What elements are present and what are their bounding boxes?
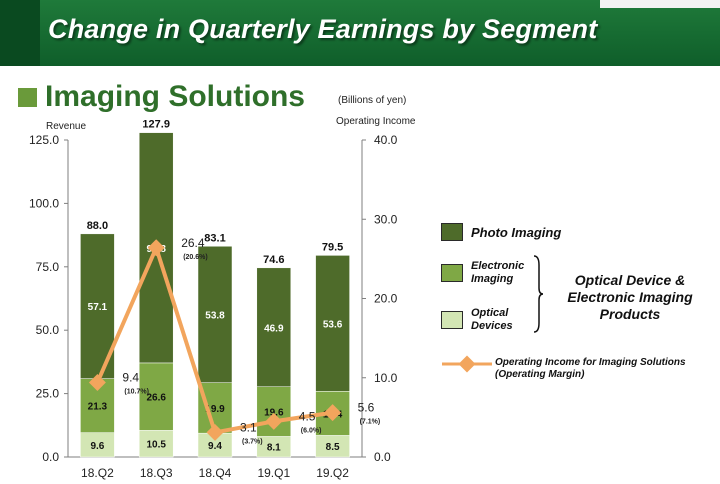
operating-margin-label: (7.1%): [360, 419, 381, 426]
y-tick-label-left: 0.0: [42, 450, 59, 464]
operating-income-point: [206, 423, 224, 441]
bar-segment-photo-imaging: [315, 255, 350, 392]
legend-optical-swatch: [441, 311, 463, 329]
banner-corner: [600, 0, 720, 8]
bar-segment-optical-devices: [80, 432, 115, 458]
y-tick-label-right: 10.0: [374, 371, 398, 385]
x-tick-label: 18.Q4: [199, 466, 232, 480]
operating-income-label: 3.1: [240, 420, 257, 434]
operating-income-point: [147, 239, 165, 257]
data-label: 57.1: [88, 302, 108, 313]
section-heading: Imaging Solutions: [18, 80, 305, 114]
units-label: (Billions of yen): [338, 95, 407, 106]
bar-segment-photo-imaging: [197, 246, 233, 383]
data-label: 21.3: [88, 402, 108, 413]
legend-group-label: Optical Device & Electronic Imaging Prod…: [567, 272, 693, 322]
bar-total-label: 74.6: [263, 254, 284, 266]
y-tick-label-right: 30.0: [374, 212, 398, 226]
legend-electronic-label: Electronic Imaging: [471, 260, 525, 285]
title-banner: Change in Quarterly Earnings by Segment: [0, 0, 720, 66]
bar-segment-photo-imaging: [256, 267, 292, 388]
y-axis-title-left: Revenue: [46, 121, 86, 132]
data-label: 46.9: [264, 323, 284, 334]
legend-photo-label: Photo Imaging: [471, 224, 562, 240]
data-label: 9.6: [90, 441, 104, 452]
slide-title: Change in Quarterly Earnings by Segment: [48, 14, 598, 44]
y-axis-title-right: Operating Income: [336, 116, 416, 127]
data-label: 9.4: [208, 441, 222, 452]
section-square-icon: [18, 87, 37, 107]
operating-margin-label: (20.6%): [183, 254, 208, 261]
bar-total-label: 79.5: [322, 241, 343, 253]
section-title: Imaging Solutions: [45, 80, 305, 113]
legend-optical: Optical Devices: [441, 307, 531, 333]
operating-income-point: [88, 374, 106, 391]
operating-margin-label: (10.7%): [124, 389, 149, 396]
data-label: 53.6: [323, 319, 343, 330]
operating-margin-label: (3.7%): [242, 438, 263, 445]
legend-electronic-swatch: [441, 264, 463, 282]
data-label: 8.5: [326, 442, 340, 453]
banner-stripe: [0, 0, 40, 66]
legend-photo: Photo Imaging: [441, 223, 561, 241]
operating-income-label: 5.6: [358, 401, 375, 415]
y-tick-label-left: 100.0: [29, 196, 59, 210]
legend-operating-income-label: Operating Income for Imaging Solutions (…: [495, 357, 686, 380]
y-tick-label-left: 25.0: [36, 387, 60, 401]
legend-optical-label: Optical Devices: [471, 307, 513, 332]
data-label: 53.8: [205, 310, 225, 321]
bar-segment-electronic-imaging: [138, 362, 174, 431]
legend-photo-swatch: [441, 223, 463, 241]
data-label: 19.9: [205, 404, 225, 415]
y-tick-label-right: 0.0: [374, 450, 391, 464]
bar-total-label: 127.9: [142, 119, 170, 131]
legend-electronic: Electronic Imaging: [441, 260, 541, 286]
bar-total-label: 88.0: [87, 220, 108, 232]
data-label: 10.5: [146, 440, 166, 451]
x-tick-label: 19.Q1: [257, 466, 290, 480]
y-tick-label-left: 75.0: [36, 260, 60, 274]
operating-income-point: [265, 412, 283, 430]
data-label: 26.6: [146, 393, 166, 404]
data-label: 8.1: [267, 443, 281, 454]
y-tick-label-right: 40.0: [374, 133, 398, 147]
operating-income-point: [324, 404, 342, 422]
operating-margin-label: (6.0%): [301, 427, 322, 434]
bar-total-label: 83.1: [204, 232, 225, 244]
operating-income-label: 26.4: [181, 236, 205, 250]
legend-bracket: [533, 255, 543, 333]
y-tick-label-right: 20.0: [374, 292, 398, 306]
y-tick-label-left: 50.0: [36, 323, 60, 337]
x-tick-label: 19.Q2: [316, 466, 349, 480]
operating-income-label: 9.4: [122, 371, 139, 385]
operating-income-label: 4.5: [299, 409, 316, 423]
y-tick-label-left: 125.0: [29, 133, 59, 147]
x-tick-label: 18.Q2: [81, 466, 114, 480]
legend-operating-income-marker: [442, 355, 492, 373]
x-tick-label: 18.Q3: [140, 466, 173, 480]
